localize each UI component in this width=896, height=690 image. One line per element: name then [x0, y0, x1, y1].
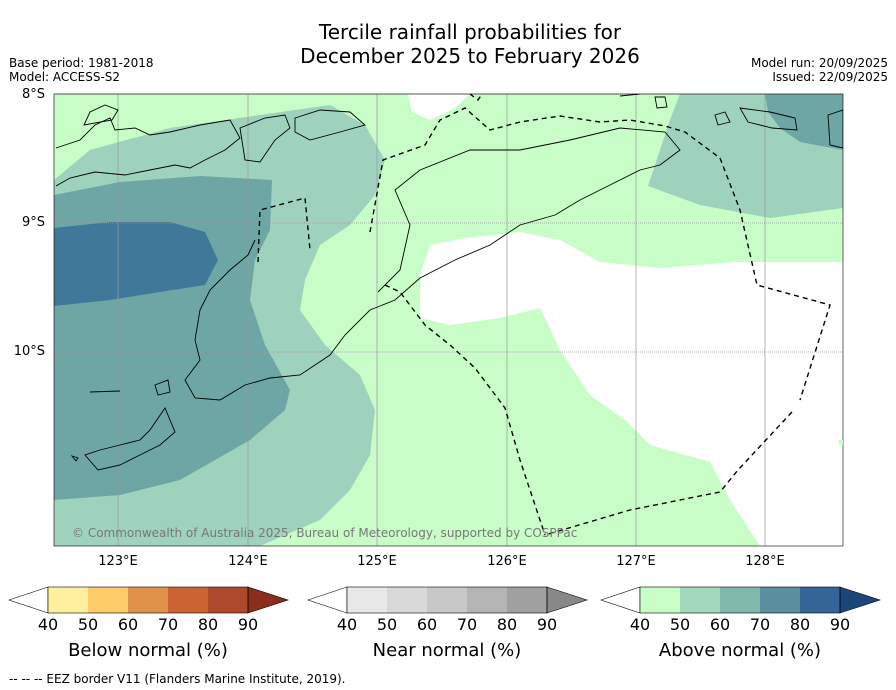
colorbar-tick-label: 50 [376, 615, 398, 634]
colorbar-segment [640, 587, 680, 613]
meta-right: Model run: 20/09/2025 Issued: 22/09/2025 [751, 56, 888, 84]
colorbar-frame [346, 586, 548, 614]
model-name: Model: ACCESS-S2 [9, 70, 121, 84]
lon-label-124e: 124°E [228, 554, 268, 569]
colorbar-upper-extension [546, 586, 588, 614]
colorbar-title: Near normal (%) [372, 640, 522, 661]
small-patch [839, 440, 843, 445]
colorbar-title: Above normal (%) [658, 640, 822, 661]
colorbar-segment [760, 587, 800, 613]
white-region-east [420, 232, 843, 546]
colorbar-upper-extension [839, 586, 881, 614]
colorbar-tick-label: 40 [37, 615, 59, 634]
colorbar-segment [800, 587, 840, 613]
colorbar-tick-label: 70 [157, 615, 179, 634]
colorbar-tick-label: 80 [789, 615, 811, 634]
reef-line [89, 390, 121, 393]
colorbar-frame [47, 586, 249, 614]
rote-coast [84, 407, 176, 471]
map-title: Tercile rainfall probabilities for Decem… [0, 20, 896, 68]
lon-label-125e: 125°E [357, 554, 397, 569]
eez-legend: -- -- -- EEZ border V11 (Flanders Marine… [9, 672, 346, 686]
tanimbar-coast [827, 109, 843, 149]
lon-label-127e: 127°E [616, 554, 656, 569]
model-run: Model run: 20/09/2025 [750, 56, 888, 70]
colorbar-segment [427, 587, 467, 613]
colorbar-segment [88, 587, 128, 613]
lat-label-10s: 10°S [13, 344, 45, 359]
colorbar-tick-label: 60 [117, 615, 139, 634]
small-island [83, 104, 119, 126]
title-line-2: December 2025 to February 2026 [300, 44, 640, 68]
colorbar-lower-extension [8, 586, 49, 614]
colorbar-segment [347, 587, 387, 613]
eez-border [257, 94, 831, 536]
colorbar-tick-label: 50 [669, 615, 691, 634]
lon-label-123e: 123°E [98, 554, 138, 569]
colorbar-segment [387, 587, 427, 613]
colorbar-segment [680, 587, 720, 613]
lon-label-128e: 128°E [745, 554, 785, 569]
semau-islet [154, 379, 171, 396]
ndao-islet [70, 455, 79, 462]
alor-coast [294, 109, 366, 141]
above-70-region [54, 222, 218, 306]
lat-label-8s: 8°S [21, 87, 45, 102]
colorbar-tick-label: 90 [829, 615, 851, 634]
colorbar-segment [128, 587, 168, 613]
colorbar-tick-label: 40 [629, 615, 651, 634]
islet-east [714, 111, 731, 126]
colorbar-segment [168, 587, 208, 613]
colorbar-segment [48, 587, 88, 613]
colorbar-tick-label: 80 [496, 615, 518, 634]
north-coast [619, 94, 641, 97]
colorbar-upper-extension [247, 586, 289, 614]
colorbar-segment [507, 587, 547, 613]
lat-label-9s: 9°S [21, 215, 45, 230]
coastlines [55, 94, 843, 471]
wetar-islet [654, 96, 668, 109]
white-region-north [408, 94, 470, 120]
map-frame [53, 93, 844, 547]
colorbar-tick-label: 70 [749, 615, 771, 634]
island-coast [239, 114, 291, 163]
copyright-notice: © Commonwealth of Australia 2025, Bureau… [72, 526, 578, 540]
colorbar-tick-label: 60 [416, 615, 438, 634]
colorbar-tick-label: 40 [336, 615, 358, 634]
colorbar-1 [8, 586, 289, 614]
colorbar-segment [720, 587, 760, 613]
colorbar-tick-label: 80 [197, 615, 219, 634]
issued-date: Issued: 22/09/2025 [772, 70, 888, 84]
colorbar-tick-label: 90 [536, 615, 558, 634]
base-period: Base period: 1981-2018 [9, 56, 154, 70]
above-60-region-east [765, 94, 843, 150]
meta-left: Base period: 1981-2018 Model: ACCESS-S2 [9, 56, 154, 84]
colorbar-lower-extension [307, 586, 348, 614]
colorbar-tick-label: 70 [456, 615, 478, 634]
colorbar-tick-label: 90 [237, 615, 259, 634]
colorbar-lower-extension [600, 586, 641, 614]
colorbar-segment [467, 587, 507, 613]
title-line-1: Tercile rainfall probabilities for [318, 20, 622, 44]
colorbar-2 [307, 586, 588, 614]
colorbar-3 [600, 586, 881, 614]
colorbar-tick-label: 50 [77, 615, 99, 634]
probability-field [54, 94, 843, 546]
colorbar-tick-label: 60 [709, 615, 731, 634]
babar-coast [739, 107, 798, 131]
colorbar-title: Below normal (%) [68, 640, 228, 661]
lon-label-126e: 126°E [487, 554, 527, 569]
timor-coast [184, 127, 681, 401]
colorbar-frame [639, 586, 841, 614]
colorbars [8, 586, 881, 614]
colorbar-segment [208, 587, 248, 613]
